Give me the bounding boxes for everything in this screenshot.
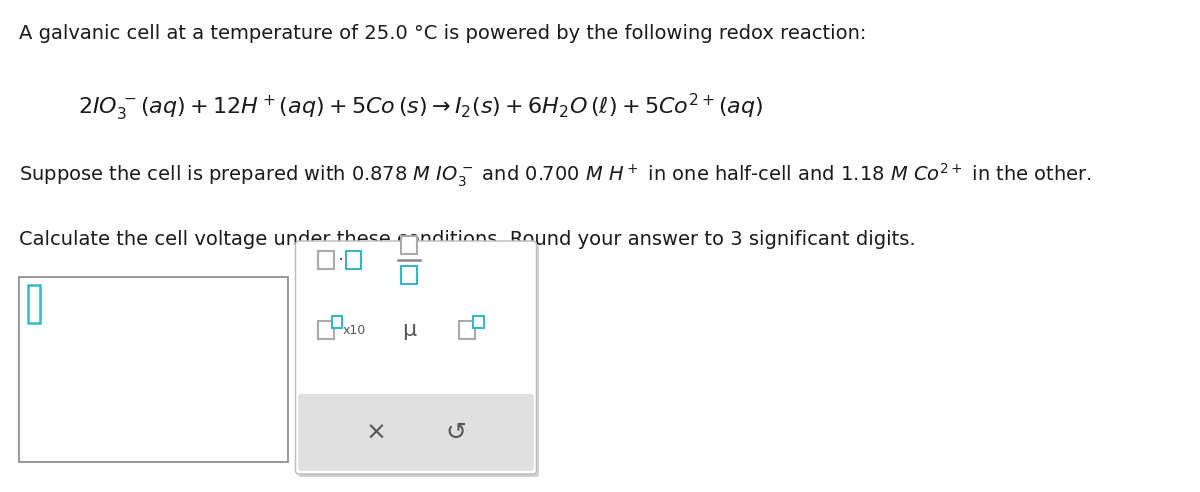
Bar: [473, 316, 484, 328]
FancyBboxPatch shape: [298, 394, 534, 471]
Text: μ: μ: [402, 320, 416, 340]
Bar: [401, 236, 416, 254]
Bar: [401, 266, 416, 284]
Bar: [19, 277, 288, 462]
Text: $2IO_3^{\,-}(aq) + 12H^+(aq) + 5Co\,(s) \rightarrow I_2(s) + 6H_2O\,(\ell) + 5Co: $2IO_3^{\,-}(aq) + 12H^+(aq) + 5Co\,(s) …: [78, 92, 763, 123]
Bar: [318, 251, 334, 269]
Bar: [346, 251, 361, 269]
Bar: [332, 316, 342, 328]
Bar: [28, 285, 40, 323]
Bar: [318, 321, 334, 339]
Bar: [460, 321, 475, 339]
Text: Suppose the cell is prepared with 0.878 $\mathit{M}$ $IO_3^-$ and 0.700 $\mathit: Suppose the cell is prepared with 0.878 …: [19, 162, 1092, 189]
Text: x10: x10: [342, 324, 366, 337]
Text: A galvanic cell at a temperature of 25.0 °C is powered by the following redox re: A galvanic cell at a temperature of 25.0…: [19, 24, 866, 43]
Text: ×: ×: [366, 421, 386, 444]
Text: ·: ·: [338, 250, 344, 270]
FancyBboxPatch shape: [295, 241, 536, 474]
Text: ↺: ↺: [445, 421, 467, 444]
Text: Calculate the cell voltage under these conditions. Round your answer to 3 signif: Calculate the cell voltage under these c…: [19, 230, 916, 249]
FancyBboxPatch shape: [298, 244, 539, 477]
